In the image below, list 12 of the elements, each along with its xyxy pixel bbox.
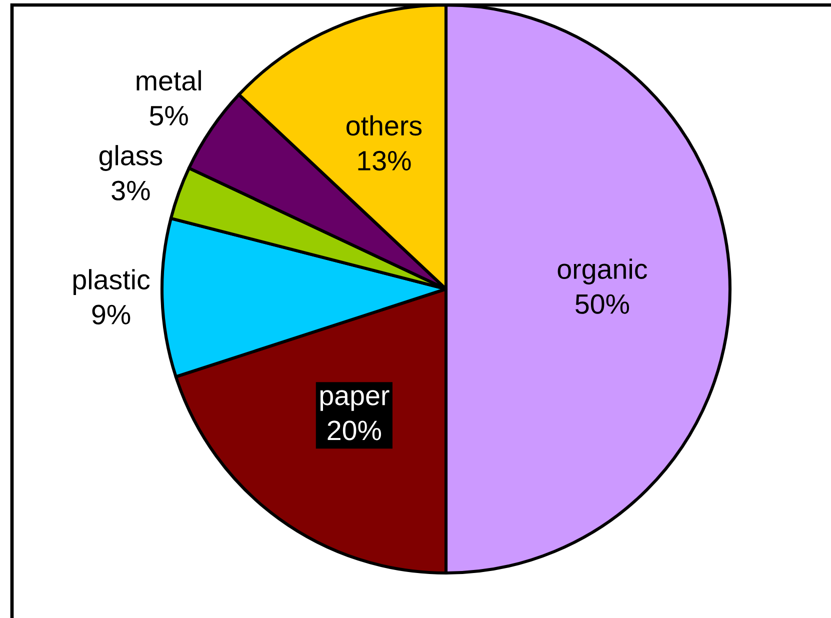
slice-label: plastic <box>73 269 150 295</box>
slice-label: organic <box>558 258 648 284</box>
data-label: 13% <box>358 150 411 171</box>
data-label: 20% <box>328 420 381 440</box>
slice-label: metal <box>136 70 201 91</box>
data-label: 9% <box>92 304 130 324</box>
slice-label: others <box>346 115 422 136</box>
data-label: 5% <box>150 106 188 126</box>
slice-label: paper <box>320 390 390 411</box>
slice-label: glass <box>99 145 162 171</box>
data-label: 50% <box>576 294 630 314</box>
data-label: 3% <box>112 180 150 200</box>
